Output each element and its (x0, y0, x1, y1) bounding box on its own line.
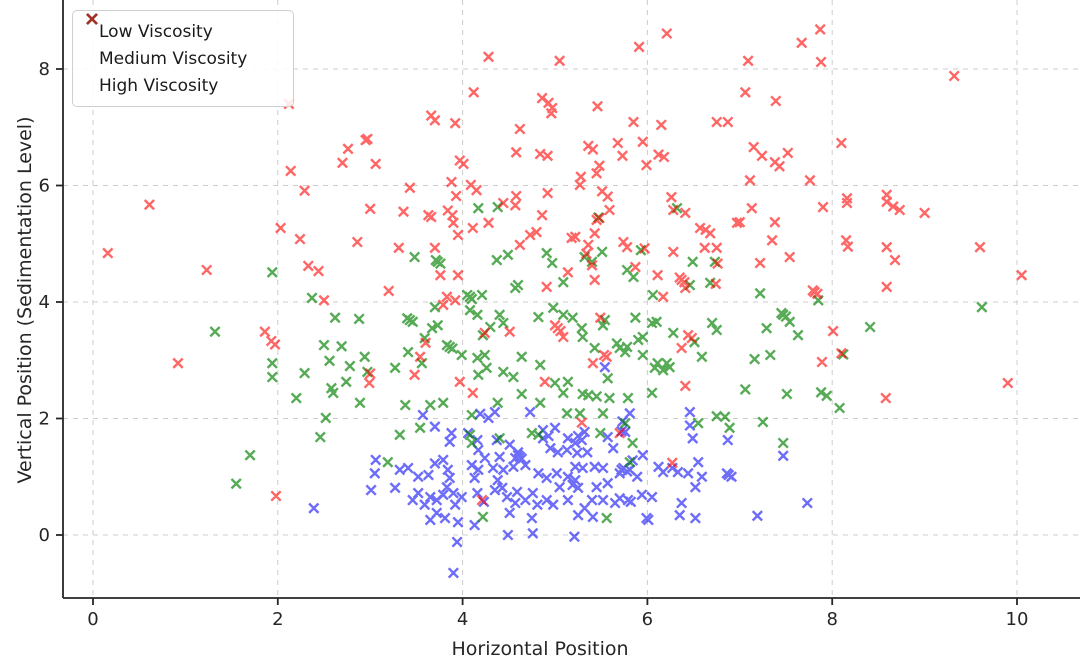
low-viscosity-markers (308, 361, 813, 579)
y-axis-label: Vertical Position (Sedimentation Level) (14, 116, 36, 484)
x-tick-label: 0 (87, 609, 98, 630)
x-tick-label: 10 (1006, 609, 1029, 630)
y-tick-label: 6 (39, 176, 50, 197)
x-tick-label: 2 (272, 609, 283, 630)
y-tick-label: 8 (39, 59, 50, 80)
medium-viscosity-markers (209, 201, 988, 524)
x-tick-label: 6 (642, 609, 653, 630)
legend: Low Viscosity Medium Viscosity High Viscos… (72, 10, 294, 107)
y-tick-label: 4 (39, 292, 50, 313)
y-tick-label: 2 (39, 409, 50, 430)
legend-item-high-viscosity: High Viscosity (85, 13, 283, 99)
y-tick-label: 0 (39, 525, 50, 546)
legend-item-medium-viscosity: Medium Viscosity (85, 13, 283, 72)
legend-label-high-viscosity: High Viscosity (99, 75, 219, 96)
x-tick-label: 8 (826, 609, 837, 630)
x-axis-label: Horizontal Position (451, 638, 629, 660)
legend-label-medium-viscosity: Medium Viscosity (99, 48, 248, 69)
x-tick-label: 4 (457, 609, 468, 630)
legend-high-viscosity-x-marker-icon (86, 13, 98, 25)
legend-label-low-viscosity: Low Viscosity (99, 21, 213, 42)
legend-item-low-viscosity: Low Viscosity (85, 13, 283, 45)
